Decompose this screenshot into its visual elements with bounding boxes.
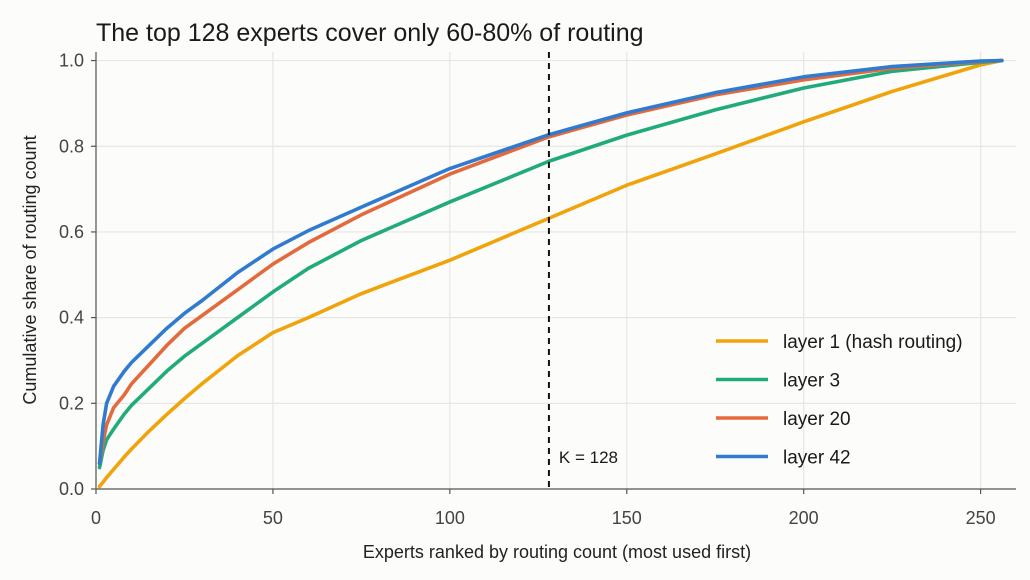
legend-label: layer 3 [783,371,840,392]
legend-label: layer 42 [783,448,851,469]
x-tick-label: 200 [789,508,819,528]
legend-label: layer 20 [783,409,851,430]
chart-title: The top 128 experts cover only 60-80% of… [96,19,644,47]
y-tick-label: 0.8 [59,136,84,156]
y-tick-label: 0.2 [59,393,84,413]
series-line-2 [97,58,1004,470]
series-group [97,58,1004,489]
annotations: K = 128 [547,52,618,489]
grid [95,52,1016,490]
y-tick-label: 1.0 [59,51,84,71]
axes [95,52,1016,490]
k-cutoff-label: K = 128 [559,448,618,467]
y-tick-label: 0.4 [59,308,84,328]
x-tick-label: 50 [263,508,283,528]
series-line-4 [97,58,1004,466]
legend: layer 1 (hash routing) layer 3 layer 20 lay… [716,332,963,469]
x-axis-label: Experts ranked by routing count (most us… [363,542,751,562]
x-tick-label: 100 [435,508,465,528]
series-line-3 [97,58,1004,466]
series-line-1 [97,58,1004,489]
y-tick-label: 0.0 [59,479,84,499]
y-tick-label: 0.6 [59,222,84,242]
x-tick-label: 250 [966,508,996,528]
x-tick-label: 0 [91,508,101,528]
y-axis-label: Cumulative share of routing count [20,135,40,404]
x-tick-label: 150 [612,508,642,528]
legend-label: layer 1 (hash routing) [783,332,963,353]
ticks: 0 50 100 150 200 250 0.0 0.2 0.4 0.6 0.8 1.0 [59,51,996,528]
